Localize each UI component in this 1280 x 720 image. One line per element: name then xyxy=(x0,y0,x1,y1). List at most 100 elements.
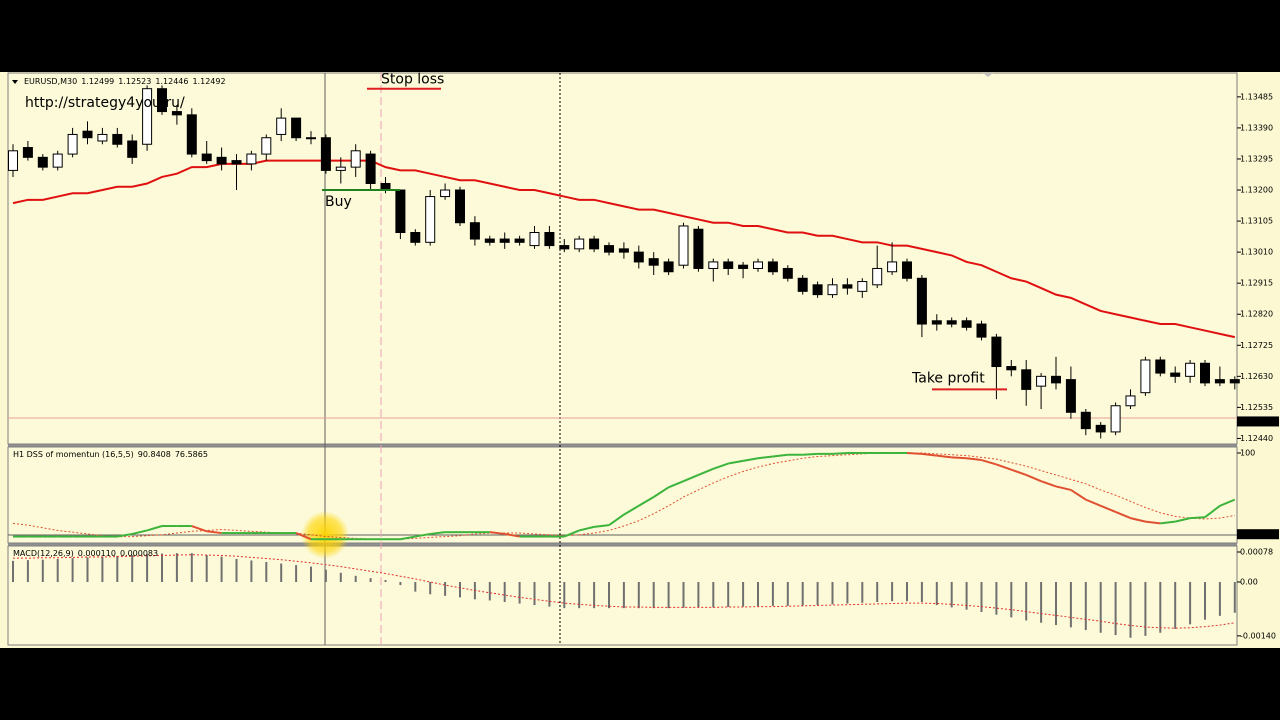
histogram-bar xyxy=(369,578,372,582)
candle-body xyxy=(395,189,406,234)
header-value: 1.12499 xyxy=(81,77,114,86)
candle-body xyxy=(648,258,659,266)
histogram-bar xyxy=(190,553,193,582)
histogram-bar xyxy=(1055,582,1057,626)
candle-body xyxy=(633,251,644,263)
candle-body xyxy=(1155,359,1166,374)
candle-body xyxy=(82,130,93,139)
histogram-bar xyxy=(26,560,29,582)
candle-body xyxy=(976,323,987,338)
candle-body xyxy=(857,281,868,292)
main-line-segment xyxy=(191,525,208,533)
histogram-bar xyxy=(1114,582,1117,636)
histogram-bar xyxy=(1218,582,1221,616)
current-value-box xyxy=(1237,416,1279,427)
histogram-bar xyxy=(906,582,908,602)
main-line-segment xyxy=(742,457,759,462)
histogram-bar xyxy=(1204,582,1206,620)
y-tick-label: 1.12725 xyxy=(1240,341,1273,350)
main-line-segment xyxy=(757,455,774,460)
histogram-bar xyxy=(861,582,864,603)
histogram-bar xyxy=(205,555,208,582)
main-line-segment xyxy=(996,463,1012,471)
histogram-bar xyxy=(1084,582,1087,631)
histogram-bar xyxy=(518,582,521,604)
candle-body xyxy=(335,166,346,171)
histogram-bar xyxy=(995,582,998,615)
histogram-bar xyxy=(280,563,283,582)
main-line-segment xyxy=(146,525,163,532)
histogram-bar xyxy=(742,582,745,607)
histogram-bar xyxy=(265,562,268,582)
histogram-bar xyxy=(161,553,163,582)
histogram-bar xyxy=(1025,582,1028,621)
candle-body xyxy=(1170,372,1181,377)
candle-body xyxy=(916,277,927,325)
histogram-bar xyxy=(220,556,223,582)
main-line-segment xyxy=(1040,480,1057,488)
main-line-segment xyxy=(698,467,714,476)
candle-body xyxy=(8,150,18,171)
main-line-segment xyxy=(936,454,952,459)
candle-body xyxy=(216,156,227,165)
plot-layer: 1.13485 1.13390 1.13295 1.13200 1.13105 1.130… xyxy=(8,72,1279,640)
main-line-segment xyxy=(504,532,520,538)
main-line-segment xyxy=(1174,517,1191,523)
trade-level-label: Buy xyxy=(325,194,352,210)
candle-body xyxy=(276,117,287,135)
main-line-segment xyxy=(415,532,431,538)
candle-body xyxy=(97,133,108,142)
candle-body xyxy=(589,238,600,250)
histogram-bar xyxy=(786,582,789,606)
candle-body xyxy=(410,232,421,243)
candle-body xyxy=(559,245,570,250)
histogram-bar xyxy=(608,582,610,609)
main-line-segment xyxy=(430,531,446,535)
header-value: 1.12446 xyxy=(155,77,188,86)
candle-body xyxy=(291,117,302,139)
candle-body xyxy=(37,156,48,168)
histogram-bar xyxy=(563,582,566,609)
main-line-segment xyxy=(117,532,133,538)
main-line-segment xyxy=(1190,516,1206,520)
candle-body xyxy=(738,264,749,269)
main-line-segment xyxy=(653,486,670,498)
histogram-bar xyxy=(429,582,432,595)
histogram-bar xyxy=(12,560,14,582)
histogram-bar xyxy=(1233,582,1236,613)
main-line-segment xyxy=(593,524,610,528)
candle-body xyxy=(708,261,719,269)
histogram-bar xyxy=(414,582,417,592)
main-line-segment xyxy=(1010,468,1027,476)
main-line-segment xyxy=(921,452,937,457)
histogram-bar xyxy=(846,582,849,604)
main-line-segment xyxy=(131,529,148,535)
histogram-bar xyxy=(71,558,74,582)
y-tick-label: 1.13105 xyxy=(1240,217,1273,226)
panel-header: MACD(12,26,9) 0.000110 0.000083 xyxy=(13,549,158,558)
histogram-bar xyxy=(131,555,134,582)
main-line-segment xyxy=(1219,498,1236,507)
candle-body xyxy=(1229,379,1240,384)
candle-body xyxy=(1095,424,1106,433)
histogram-bar xyxy=(831,582,834,605)
candle-body xyxy=(201,153,212,162)
histogram-bar xyxy=(652,582,655,609)
histogram-bar xyxy=(310,566,312,582)
candle-body xyxy=(22,147,33,158)
candle-body xyxy=(812,284,823,296)
histogram-bar xyxy=(86,557,89,582)
candle-body xyxy=(1185,362,1196,377)
header-value: 76.5865 xyxy=(175,450,208,459)
histogram-bar xyxy=(876,582,879,602)
main-line-segment xyxy=(206,530,222,535)
candle-body xyxy=(842,284,853,289)
main-line-segment xyxy=(1145,520,1161,525)
candle-body xyxy=(127,140,138,158)
candle-body xyxy=(67,133,78,155)
header-value: 90.8408 xyxy=(138,450,171,459)
y-tick-label: 1.13485 xyxy=(1240,92,1273,101)
header-value: 0.000110 xyxy=(78,549,116,558)
main-line-segment xyxy=(638,496,655,507)
